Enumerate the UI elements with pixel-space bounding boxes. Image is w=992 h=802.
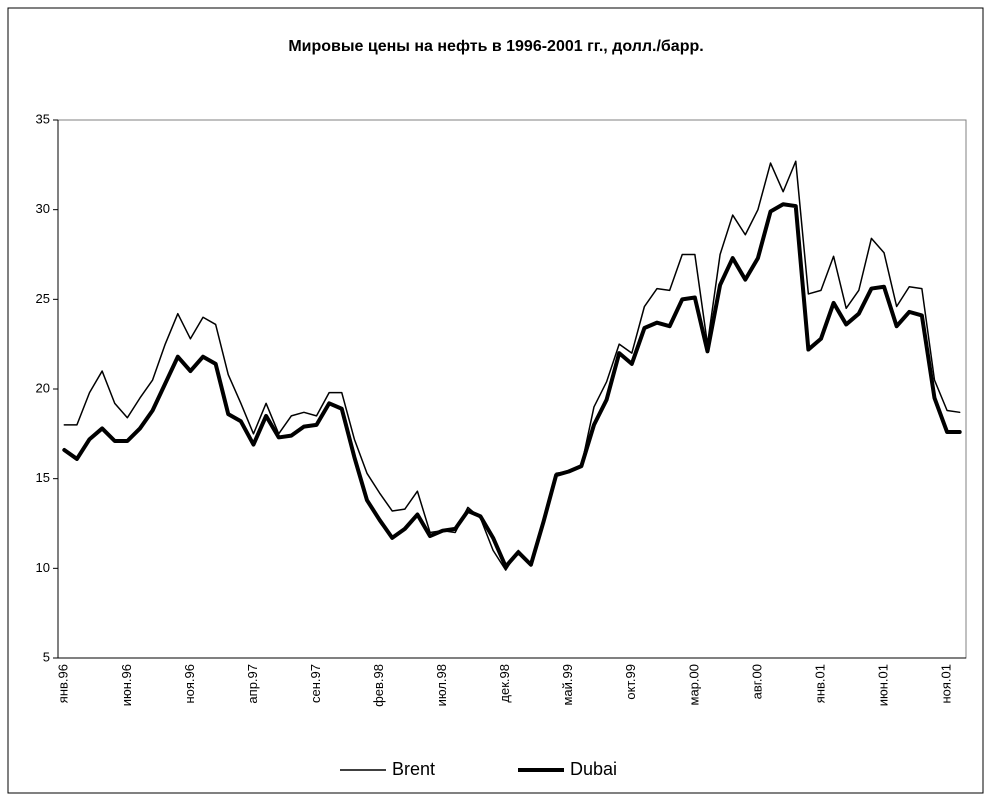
y-tick-label: 15 <box>36 470 50 485</box>
x-tick-label: июн.01 <box>875 664 890 706</box>
y-tick-label: 25 <box>36 291 50 306</box>
data-line <box>62 202 962 569</box>
y-tick-label: 5 <box>43 649 50 664</box>
x-tick-label: ноя.01 <box>939 664 954 704</box>
y-tick-label: 35 <box>36 111 50 126</box>
x-tick-label: дек.98 <box>497 664 512 703</box>
chart-title: Мировые цены на нефть в 1996-2001 гг., д… <box>288 38 703 55</box>
x-tick-label: ноя.96 <box>182 664 197 704</box>
legend-label: Brent <box>392 759 435 779</box>
y-tick-label: 20 <box>36 380 50 395</box>
x-tick-label: фев.98 <box>371 664 386 707</box>
legend-label: Dubai <box>570 759 617 779</box>
x-tick-label: янв.96 <box>56 664 71 703</box>
x-tick-label: июн.96 <box>119 664 134 706</box>
x-tick-label: апр.97 <box>245 664 260 704</box>
x-tick-label: июл.98 <box>434 664 449 706</box>
y-tick-label: 30 <box>36 201 50 216</box>
chart-frame <box>7 7 984 794</box>
x-tick-label: окт.99 <box>623 664 638 700</box>
x-tick-label: май.99 <box>560 664 575 706</box>
x-tick-label: янв.01 <box>812 664 827 703</box>
x-tick-label: авг.00 <box>749 664 764 699</box>
x-tick-label: сен.97 <box>308 664 323 703</box>
x-tick-label: мар.00 <box>686 664 701 705</box>
y-tick-label: 10 <box>36 560 50 575</box>
